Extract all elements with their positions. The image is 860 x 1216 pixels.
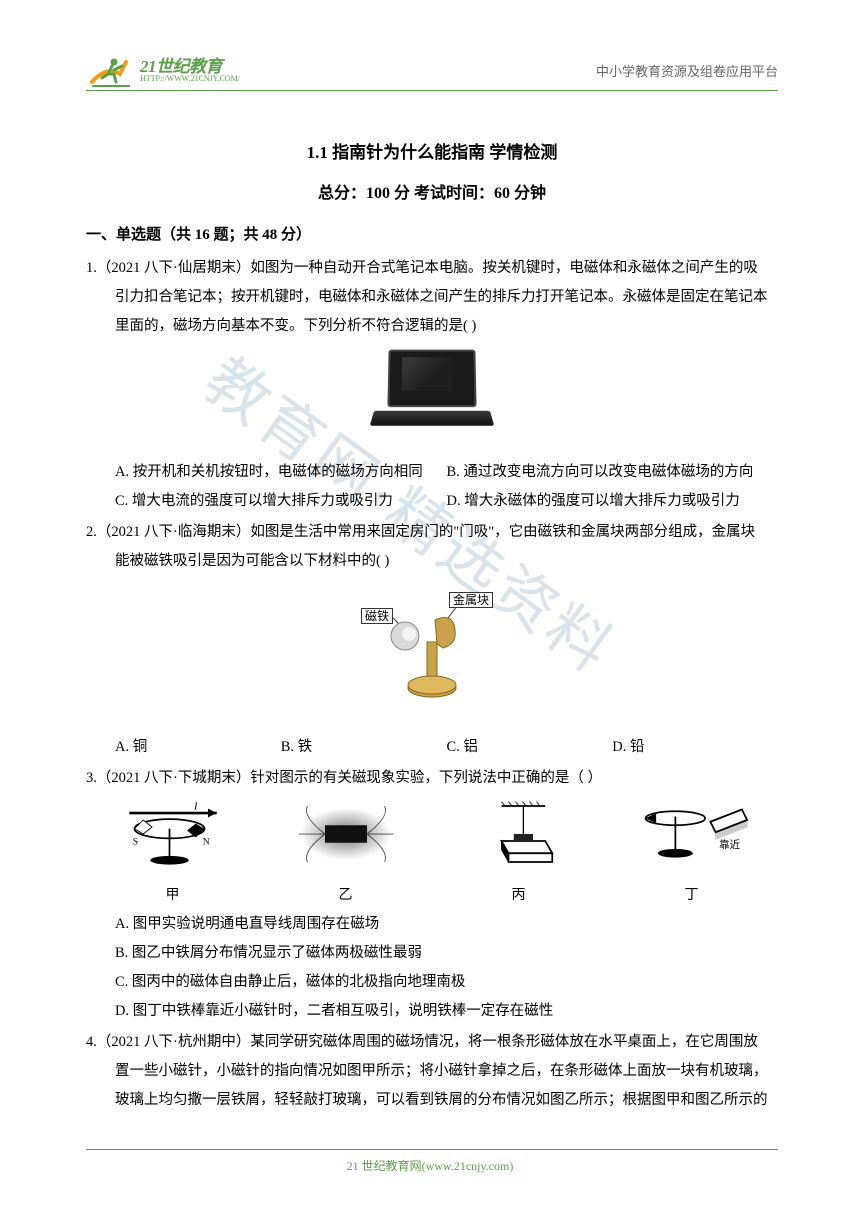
- cap-ding: 丁: [605, 882, 778, 910]
- q2-opt-d: D. 铅: [612, 733, 778, 762]
- q2-opt-a: A. 铜: [115, 733, 281, 762]
- q3-opts: A. 图甲实验说明通电直导线周围存在磁场 B. 图乙中铁屑分布情况显示了磁体两极…: [86, 910, 778, 1026]
- question-3: 3.（2021 八下·下城期末）针对图示的有关磁现象实验，下列说法中正确的是（ …: [86, 764, 778, 1026]
- q3-fig-bing: [432, 799, 605, 880]
- q2-label-magnet: 磁铁: [361, 608, 393, 624]
- runner-logo-icon: [86, 52, 134, 88]
- q3-opt-c: C. 图丙中的磁体自由静止后，磁体的北极指向地理南极: [115, 968, 778, 997]
- logo-main-text: 21世纪教育: [140, 58, 240, 75]
- q4-line3: 玻璃上均匀撒一层铁屑，轻轻敲打玻璃，可以看到铁屑的分布情况如图乙所示；根据图甲和…: [86, 1086, 778, 1115]
- header-divider: [86, 90, 778, 91]
- question-4: 4.（2021 八下·杭州期中）某同学研究磁体周围的磁场情况，将一根条形磁体放在…: [86, 1028, 778, 1115]
- q1-opt-d: D. 增大永磁体的强度可以增大排斥力或吸引力: [447, 487, 779, 516]
- q1-opt-c: C. 增大电流的强度可以增大排斥力或吸引力: [115, 487, 447, 516]
- q2-figure: 磁铁 金属块: [86, 584, 778, 725]
- q4-line2: 置一些小磁针，小磁针的指向情况如图甲所示；将小磁针拿掉之后，在条形磁体上面放一块…: [86, 1057, 778, 1086]
- laptop-icon: [362, 349, 502, 439]
- q2-opt-c: C. 铝: [447, 733, 613, 762]
- cap-bing: 丙: [432, 882, 605, 910]
- q3-figures: I S N: [86, 799, 778, 880]
- q2-line1: 2.（2021 八下·临海期末）如图是生活中常用来固定房门的"门吸"，它由磁铁和…: [86, 518, 778, 547]
- q1-opt-a: A. 按开机和关机按钮时，电磁体的磁场方向相同: [115, 458, 447, 487]
- q1-opts-row2: C. 增大电流的强度可以增大排斥力或吸引力 D. 增大永磁体的强度可以增大排斥力…: [86, 487, 778, 516]
- q1-opts-row1: A. 按开机和关机按钮时，电磁体的磁场方向相同 B. 通过改变电流方向可以改变电…: [86, 458, 778, 487]
- q1-opt-b: B. 通过改变电流方向可以改变电磁体磁场的方向: [447, 458, 779, 487]
- q4-line1: 4.（2021 八下·杭州期中）某同学研究磁体周围的磁场情况，将一根条形磁体放在…: [86, 1028, 778, 1057]
- q3-captions: 甲 乙 丙 丁: [86, 882, 778, 910]
- cap-yi: 乙: [259, 882, 432, 910]
- q1-line2: 引力扣合笔记本；按开机键时，电磁体和永磁体之间产生的排斥力打开笔记本。永磁体是固…: [86, 283, 778, 312]
- q3-fig-yi: [259, 799, 432, 880]
- q1-line3: 里面的，磁场方向基本不变。下列分析不符合逻辑的是( ): [86, 312, 778, 341]
- svg-text:靠近: 靠近: [719, 838, 740, 851]
- footer-text: 21 世纪教育网(www.21cnjy.com): [0, 1157, 860, 1174]
- content-body: 1.1 指南针为什么能指南 学情检测 总分：100 分 考试时间：60 分钟 一…: [86, 130, 778, 1117]
- q1-figure: [86, 349, 778, 450]
- q3-opt-b: B. 图乙中铁屑分布情况显示了磁体两极磁性最弱: [115, 939, 778, 968]
- svg-text:S: S: [132, 837, 137, 848]
- page-title: 1.1 指南针为什么能指南 学情检测: [86, 136, 778, 170]
- q2-label-metal: 金属块: [449, 592, 493, 608]
- logo-text: 21世纪教育 HTTP://WWW.21CNJY.COM/: [140, 58, 240, 83]
- q2-opts: A. 铜 B. 铁 C. 铝 D. 铅: [86, 733, 778, 762]
- header-right-text: 中小学教育资源及组卷应用平台: [596, 61, 778, 80]
- section-heading: 一、单选题（共 16 题；共 48 分）: [86, 220, 778, 250]
- logo-sub-text: HTTP://WWW.21CNJY.COM/: [140, 75, 240, 83]
- q2-line2: 能被磁铁吸引是因为可能含以下材料中的( ): [86, 547, 778, 576]
- q3-opt-d: D. 图丁中铁棒靠近小磁针时，二者相互吸引，说明铁棒一定存在磁性: [115, 997, 778, 1026]
- footer-divider: [86, 1149, 778, 1150]
- q3-opt-a: A. 图甲实验说明通电直导线周围存在磁场: [115, 910, 778, 939]
- page-subtitle: 总分：100 分 考试时间：60 分钟: [86, 178, 778, 210]
- question-1: 1.（2021 八下·仙居期末）如图为一种自动开合式笔记本电脑。按关机键时，电磁…: [86, 254, 778, 516]
- q1-line1: 1.（2021 八下·仙居期末）如图为一种自动开合式笔记本电脑。按关机键时，电磁…: [86, 254, 778, 283]
- q2-opt-b: B. 铁: [281, 733, 447, 762]
- q3-fig-ding: 靠近: [605, 799, 778, 880]
- logo: 21世纪教育 HTTP://WWW.21CNJY.COM/: [86, 52, 240, 88]
- cap-jia: 甲: [86, 882, 259, 910]
- svg-text:N: N: [202, 837, 209, 848]
- question-2: 2.（2021 八下·临海期末）如图是生活中常用来固定房门的"门吸"，它由磁铁和…: [86, 518, 778, 762]
- svg-text:I: I: [193, 802, 198, 813]
- q3-fig-jia: I S N: [86, 799, 259, 880]
- q3-stem: 3.（2021 八下·下城期末）针对图示的有关磁现象实验，下列说法中正确的是（ …: [86, 764, 778, 793]
- page-header: 21世纪教育 HTTP://WWW.21CNJY.COM/ 中小学教育资源及组卷…: [86, 52, 778, 88]
